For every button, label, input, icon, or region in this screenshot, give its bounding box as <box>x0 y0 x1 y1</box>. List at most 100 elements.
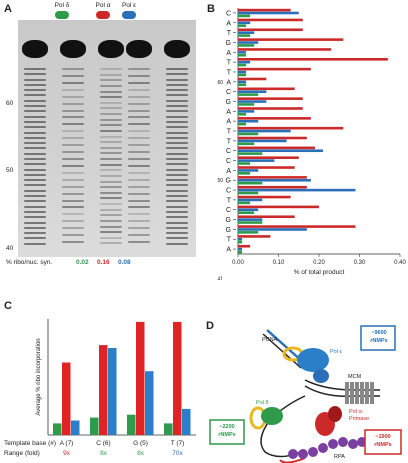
gel-band <box>24 163 46 166</box>
b-bar <box>238 142 255 146</box>
pol-d-rnmp-box <box>209 419 245 445</box>
gel-top-blob <box>164 40 190 58</box>
b-bar <box>238 34 251 37</box>
b-category-label: G <box>226 227 231 234</box>
gel-band <box>128 213 150 216</box>
b-x-tick-label: 0.10 <box>273 260 285 266</box>
gel-band <box>24 89 46 92</box>
b-bar <box>238 122 247 126</box>
gel-band <box>166 242 188 245</box>
gel-band <box>166 195 188 198</box>
gel-band <box>62 81 84 84</box>
gel-band <box>24 94 46 97</box>
b-bar <box>238 191 259 195</box>
pol-alpha-icon <box>96 11 110 19</box>
c-bar <box>90 417 99 435</box>
gel-band <box>128 192 150 195</box>
gel-band <box>166 216 188 219</box>
c-fold-label: 70x <box>172 450 183 457</box>
gel-band <box>62 171 84 174</box>
pol-a-rnmp-count: ~1900 <box>375 434 391 440</box>
gel-band <box>166 200 188 203</box>
b-x-tick-label: 0.00 <box>232 260 244 266</box>
gel-band <box>166 147 188 150</box>
b-category-label: T <box>227 60 232 67</box>
gel-band <box>24 131 46 134</box>
b-bar <box>238 21 251 25</box>
b-category-label: C <box>226 158 231 165</box>
b-bar <box>238 149 324 153</box>
c-fold-label: 8x <box>100 450 108 457</box>
ribo-label: % ribo/nuc. syn. <box>6 259 53 266</box>
gel-band <box>166 173 188 176</box>
lane-label-pol-delta: Pol δ <box>54 2 70 9</box>
gel-band <box>100 141 122 144</box>
ribo-value-pol-alpha: 0.16 <box>97 259 110 266</box>
b-x-tick-label: 0.20 <box>313 260 325 266</box>
b-category-label: C <box>226 10 231 17</box>
gel-band <box>24 142 46 145</box>
c-row1-label: Template base (#) <box>4 440 56 447</box>
pol-delta-icon <box>55 11 69 19</box>
gel-band <box>100 203 122 205</box>
lane-label-pol-epsilon: Pol ε <box>121 2 137 9</box>
c-bar <box>145 371 154 435</box>
gel-band <box>166 136 188 139</box>
b-bar <box>238 152 263 155</box>
gel-band <box>62 178 84 181</box>
b-bar <box>238 211 255 214</box>
gel-band <box>62 206 84 209</box>
gel-band <box>128 241 150 244</box>
pol-d-rnmp-unit: rNMPs <box>218 432 236 438</box>
gel-band <box>128 88 150 91</box>
gel-band <box>100 68 122 70</box>
gel-band <box>100 208 122 211</box>
c-bar <box>99 345 108 435</box>
gel-band <box>100 152 122 155</box>
b-bar <box>238 90 267 94</box>
b-bar <box>238 24 247 28</box>
gel-top-blob <box>22 40 48 58</box>
b-category-label: C <box>226 207 231 214</box>
b-bar <box>238 97 303 100</box>
panel-c-chart: Average % ribo incorporation A (7) 9x C (6)… <box>4 319 196 457</box>
gel-band <box>100 73 122 76</box>
gel-band <box>62 234 84 237</box>
gel-band <box>128 234 150 237</box>
panel-c-letter: C <box>4 300 12 312</box>
b-bar <box>238 181 263 185</box>
panel-b-letter: B <box>207 3 215 15</box>
b-bar <box>238 178 311 182</box>
b-category-label: T <box>227 30 232 37</box>
pol-e-rnmp-unit: rNMPs <box>370 338 388 344</box>
gel-lane-ladder-left <box>22 20 48 257</box>
b-bar <box>238 156 299 159</box>
c-template-base-label: C (6) <box>96 440 110 447</box>
b-bar <box>238 48 332 51</box>
gel-band <box>24 110 46 113</box>
gel-band <box>100 96 122 99</box>
b-bar <box>238 73 247 77</box>
b-bar <box>238 14 251 18</box>
b-position-marker: 60 <box>217 80 223 86</box>
gel-band <box>24 78 46 81</box>
gel-band <box>62 144 84 147</box>
gel-band <box>24 205 46 208</box>
b-category-label: T <box>227 129 232 136</box>
parental-dna-top <box>304 379 380 391</box>
b-category-label: T <box>227 69 232 76</box>
panel-a-letter: A <box>4 3 12 15</box>
b-bar <box>238 139 287 143</box>
pol-e-label: Pol ε <box>330 349 342 355</box>
gel-band <box>24 68 46 70</box>
gel-band <box>100 169 122 172</box>
b-bar <box>238 221 263 224</box>
gel-band <box>128 109 150 112</box>
b-bar <box>238 44 255 47</box>
c-template-base-label: A (7) <box>60 440 74 447</box>
b-category-label: G <box>226 217 231 224</box>
b-bar <box>238 126 344 130</box>
b-category-label: T <box>227 197 232 204</box>
gel-band <box>166 226 188 229</box>
c-bar <box>182 408 191 435</box>
